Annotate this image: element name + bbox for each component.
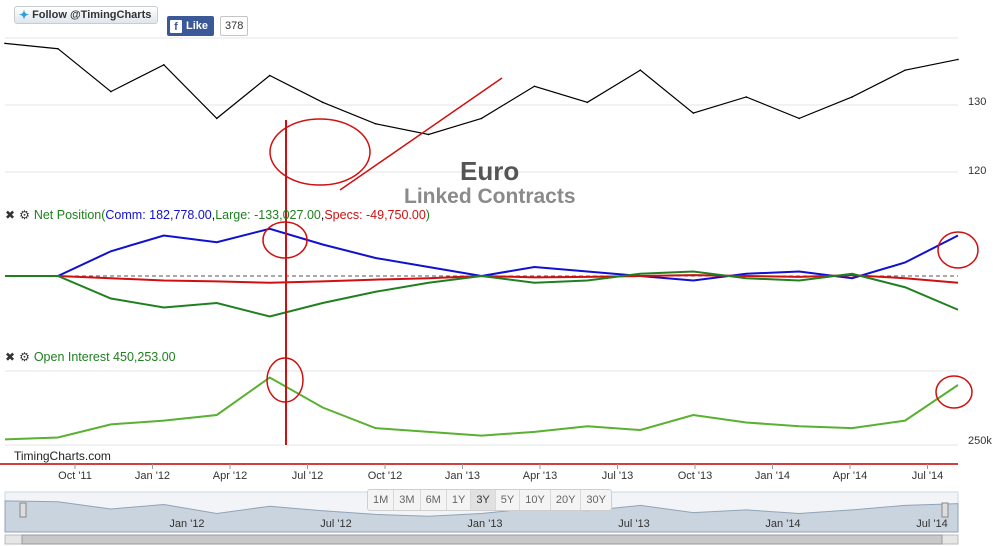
x-tick-label: Jan '14 [755,470,790,482]
twitter-bird-icon: ✦ [19,8,30,22]
price-point [480,117,483,120]
gear-icon[interactable]: ⚙ [19,208,30,222]
oi-y-tick-label: 250k [968,435,992,447]
range-button-1m[interactable]: 1M [368,490,395,510]
price-point [215,117,218,120]
price-point [321,101,324,104]
range-button-1y[interactable]: 1Y [447,490,472,510]
large-value: Large: -133,027.00 [215,208,321,222]
x-tick-label: Jan '12 [135,470,170,482]
range-button-5y[interactable]: 5Y [496,490,521,510]
like-label: Like [186,20,209,32]
annotation-circle [937,231,979,269]
net-position-label: Net Position [33,208,102,222]
navigator-label: Jul '14 [916,518,947,530]
range-button-30y[interactable]: 30Y [586,494,606,506]
price-point [4,42,6,45]
navigator-label: Jan '12 [169,518,204,530]
x-tick-label: Jul '12 [292,470,323,482]
x-tick-label: Jul '14 [912,470,943,482]
annotation-trendline [339,77,503,191]
price-point [57,47,59,50]
range-button-3y[interactable]: 3Y [471,490,496,510]
chart-title: Euro [460,156,520,186]
annotation-circle [269,118,371,186]
like-count: 378 [220,16,249,36]
range-selector: 1M 3M 6M 1Y 3Y 5Y 10Y 20Y 30Y [367,489,612,511]
price-series [4,42,959,136]
range-button-10y[interactable]: 10Y [520,490,551,510]
brand-label: TimingCharts.com [14,449,111,463]
price-y-tick-label: 120 [968,165,986,177]
navigator-label: Jul '13 [618,518,649,530]
range-button-6m[interactable]: 6M [421,490,447,510]
comm-value: Comm: 182,778.00 [105,208,212,222]
price-point [904,69,906,71]
close-icon[interactable]: ✖ [5,350,16,364]
price-point [692,112,695,114]
navigator-handle-left [19,502,27,518]
navigator-label: Jul '12 [320,518,351,530]
series-line-comm [5,227,959,282]
chart-subtitle: Linked Contracts [404,185,576,208]
annotation-circle [935,375,973,409]
x-tick-label: Oct '13 [678,470,713,482]
annotation-circle [262,221,308,259]
price-point [163,64,165,66]
price-point [586,101,589,104]
series-line-specs [5,270,959,318]
price-point [374,122,377,125]
annotation-circle [266,357,304,403]
facebook-icon: f [170,19,182,33]
price-point [533,85,536,88]
x-tick-label: Apr '12 [213,470,248,482]
x-tick-label: Apr '14 [833,470,868,482]
price-point [268,74,271,77]
open-interest-line [4,376,959,441]
x-tick-label: Jul '13 [602,470,633,482]
x-tick-label: Apr '13 [523,470,558,482]
x-tick-label: Oct '12 [368,470,403,482]
price-y-tick-label: 130 [968,96,986,108]
price-point [745,96,748,98]
follow-label: Follow @TimingCharts [32,9,152,21]
price-point [957,58,959,61]
navigator-label: Jan '13 [467,518,502,530]
price-point [851,96,853,98]
price-point [639,69,642,71]
price-point [798,117,800,120]
gear-icon[interactable]: ⚙ [19,350,30,364]
navigator-handle-right [941,502,949,518]
x-tick-label: Oct '11 [58,470,92,482]
range-button-3m[interactable]: 3M [394,490,421,510]
close-icon[interactable]: ✖ [5,208,16,222]
facebook-like-button[interactable]: f Like [167,16,215,36]
specs-value: Specs: -49,750.00 [324,208,426,222]
range-button-20y[interactable]: 20Y [551,490,582,510]
net-position-header: ✖ ⚙ Net Position(Comm: 182,778.00, Large:… [5,208,430,222]
follow-button[interactable]: ✦ Follow @TimingCharts [14,6,159,24]
price-point [427,133,430,136]
navigator-scroll-thumb [21,534,943,545]
x-tick-label: Jan '13 [445,470,480,482]
price-point [110,90,112,93]
open-interest-header: ✖ ⚙ Open Interest 450,253.00 [5,350,176,364]
navigator-label: Jan '14 [765,518,800,530]
open-interest-label: Open Interest 450,253.00 [33,350,176,364]
